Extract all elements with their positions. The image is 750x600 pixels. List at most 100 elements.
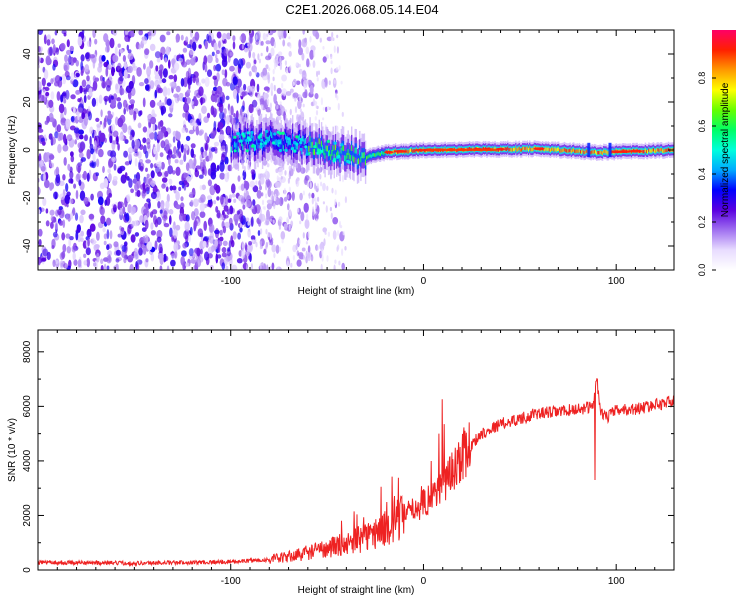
noise-speckle: [260, 40, 264, 46]
signal-hotspot: [414, 148, 425, 152]
signal-onset-speck: [257, 135, 261, 139]
noise-streak: [272, 68, 275, 75]
noise-speckle: [250, 235, 256, 241]
noise-streak: [314, 202, 318, 210]
signal-band-slice: [650, 149, 652, 153]
signal-band-slice: [663, 149, 665, 153]
spectrogram-y-tick-label: 20: [22, 96, 33, 108]
noise-speckle: [142, 97, 146, 108]
noise-speckle: [134, 174, 137, 179]
noise-speckle: [179, 159, 184, 165]
signal-onset-speck: [295, 142, 299, 146]
noise-speckle: [198, 130, 203, 136]
signal-band-slice: [600, 151, 603, 155]
noise-speckle: [216, 209, 221, 219]
noise-speckle: [200, 97, 203, 106]
signal-band-slice: [422, 147, 425, 151]
noise-speckle: [156, 229, 163, 239]
noise-speckle: [244, 30, 250, 33]
noise-speckle: [46, 34, 51, 41]
noise-speckle: [72, 252, 76, 261]
noise-speckle: [119, 76, 124, 82]
signal-band-slice: [504, 147, 507, 151]
noise-speckle: [225, 144, 228, 154]
noise-speckle: [70, 116, 75, 122]
noise-speckle: [332, 217, 339, 225]
noise-speckle: [123, 69, 128, 79]
signal-band-slice: [255, 144, 257, 151]
noise-speckle: [113, 241, 119, 248]
noise-speckle: [215, 253, 219, 264]
noise-streak: [245, 263, 249, 270]
noise-speckle: [117, 117, 124, 128]
noise-speckle: [158, 131, 164, 139]
noise-speckle: [106, 265, 110, 270]
signal-band-slice: [382, 151, 384, 155]
noise-speckle: [226, 125, 231, 135]
noise-speckle: [222, 210, 225, 216]
noise-speckle: [219, 138, 223, 143]
noise-speckle: [83, 116, 89, 126]
noise-speckle: [256, 190, 262, 199]
noise-speckle: [86, 228, 92, 238]
noise-speckle: [123, 61, 128, 70]
noise-speckle: [38, 81, 42, 91]
noise-streak: [250, 263, 253, 270]
noise-speckle: [221, 252, 227, 258]
noise-speckle: [65, 183, 69, 192]
noise-streak: [285, 30, 288, 35]
colorbar-bar: [712, 30, 736, 270]
noise-speckle: [81, 112, 86, 120]
signal-band-slice: [235, 143, 237, 149]
noise-speckle: [158, 243, 163, 254]
noise-speckle: [151, 182, 155, 188]
noise-speckle: [296, 259, 302, 267]
noise-streak: [295, 62, 298, 66]
noise-speckle: [154, 74, 160, 80]
noise-speckle: [126, 44, 129, 51]
noise-speckle: [50, 136, 56, 145]
noise-speckle: [219, 172, 225, 180]
signal-band-slice: [548, 148, 551, 152]
signal-band-slice: [342, 145, 345, 152]
noise-speckle: [115, 83, 119, 90]
noise-speckle: [181, 61, 188, 68]
noise-speckle: [80, 158, 83, 164]
noise-speckle: [103, 263, 107, 270]
noise-streak: [257, 53, 260, 61]
noise-speckle: [89, 135, 92, 146]
noise-speckle: [38, 228, 43, 237]
noise-speckle: [156, 101, 163, 107]
noise-streak: [294, 106, 298, 114]
signal-band-slice: [581, 150, 583, 154]
noise-streak: [289, 108, 292, 116]
noise-speckle: [155, 161, 162, 167]
signal-band-slice: [597, 151, 599, 155]
noise-speckle: [237, 58, 244, 69]
noise-speckle: [248, 71, 252, 77]
noise-streak: [331, 31, 334, 38]
noise-speckle: [253, 59, 257, 65]
noise-speckle: [225, 115, 230, 125]
noise-speckle: [250, 216, 254, 227]
signal-band-slice: [362, 152, 364, 159]
noise-speckle: [169, 227, 173, 238]
signal-band-slice: [378, 152, 381, 156]
noise-speckle: [283, 223, 288, 230]
noise-streak: [312, 208, 315, 217]
noise-speckle: [322, 227, 328, 233]
noise-speckle: [303, 202, 309, 213]
noise-speckle: [195, 258, 202, 268]
noise-streak: [259, 263, 262, 270]
noise-speckle: [72, 79, 79, 88]
noise-speckle: [42, 197, 47, 207]
noise-streak: [283, 91, 286, 97]
noise-speckle: [172, 136, 176, 143]
signal-band-slice: [286, 137, 288, 143]
noise-speckle: [80, 70, 84, 76]
signal-band-slice: [381, 151, 383, 155]
signal-band-slice: [246, 133, 249, 140]
signal-band-slice: [567, 149, 569, 153]
noise-speckle: [127, 65, 133, 74]
noise-speckle: [110, 95, 114, 100]
